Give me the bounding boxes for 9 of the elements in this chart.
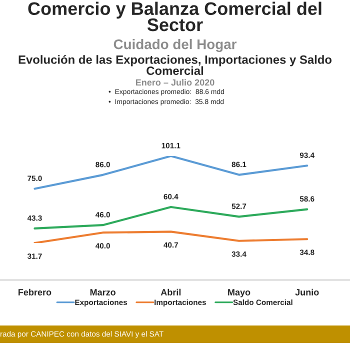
x-tick-label: Junio — [295, 288, 319, 296]
x-tick-label: Abril — [160, 288, 181, 296]
chart-title: Comercio y Balanza Comercial del Sector — [28, 2, 322, 32]
x-tick-label: Mayo — [228, 289, 250, 298]
chart-subtitle: Cuidado del Hogar — [114, 39, 237, 52]
text: Evolución de las Exportaciones, Importaciones y Saldo Comercial — [18, 55, 332, 76]
x-tick-label: Marzo — [90, 289, 116, 296]
x-tick-label: Febrero — [18, 288, 52, 296]
text: Enero – Julio 2020 — [136, 79, 214, 86]
